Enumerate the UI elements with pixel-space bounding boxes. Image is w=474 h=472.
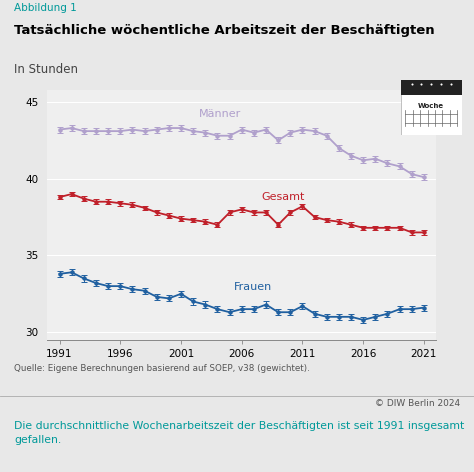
Text: Woche: Woche: [418, 103, 445, 110]
Text: © DIW Berlin 2024: © DIW Berlin 2024: [374, 399, 460, 408]
Text: Die durchschnittliche Wochenarbeitszeit der Beschäftigten ist seit 1991 insgesam: Die durchschnittliche Wochenarbeitszeit …: [14, 421, 465, 445]
Text: Quelle: Eigene Berechnungen basierend auf SOEP, v38 (gewichtet).: Quelle: Eigene Berechnungen basierend au…: [14, 363, 310, 373]
FancyBboxPatch shape: [401, 80, 462, 135]
Text: Männer: Männer: [199, 109, 241, 119]
Text: Frauen: Frauen: [234, 282, 272, 292]
Text: Tatsächliche wöchentliche Arbeitszeit der Beschäftigten: Tatsächliche wöchentliche Arbeitszeit de…: [14, 24, 435, 37]
Text: Abbildung 1: Abbildung 1: [14, 2, 77, 13]
Text: Gesamt: Gesamt: [261, 192, 305, 202]
FancyBboxPatch shape: [401, 80, 462, 95]
Text: In Stunden: In Stunden: [14, 63, 78, 76]
